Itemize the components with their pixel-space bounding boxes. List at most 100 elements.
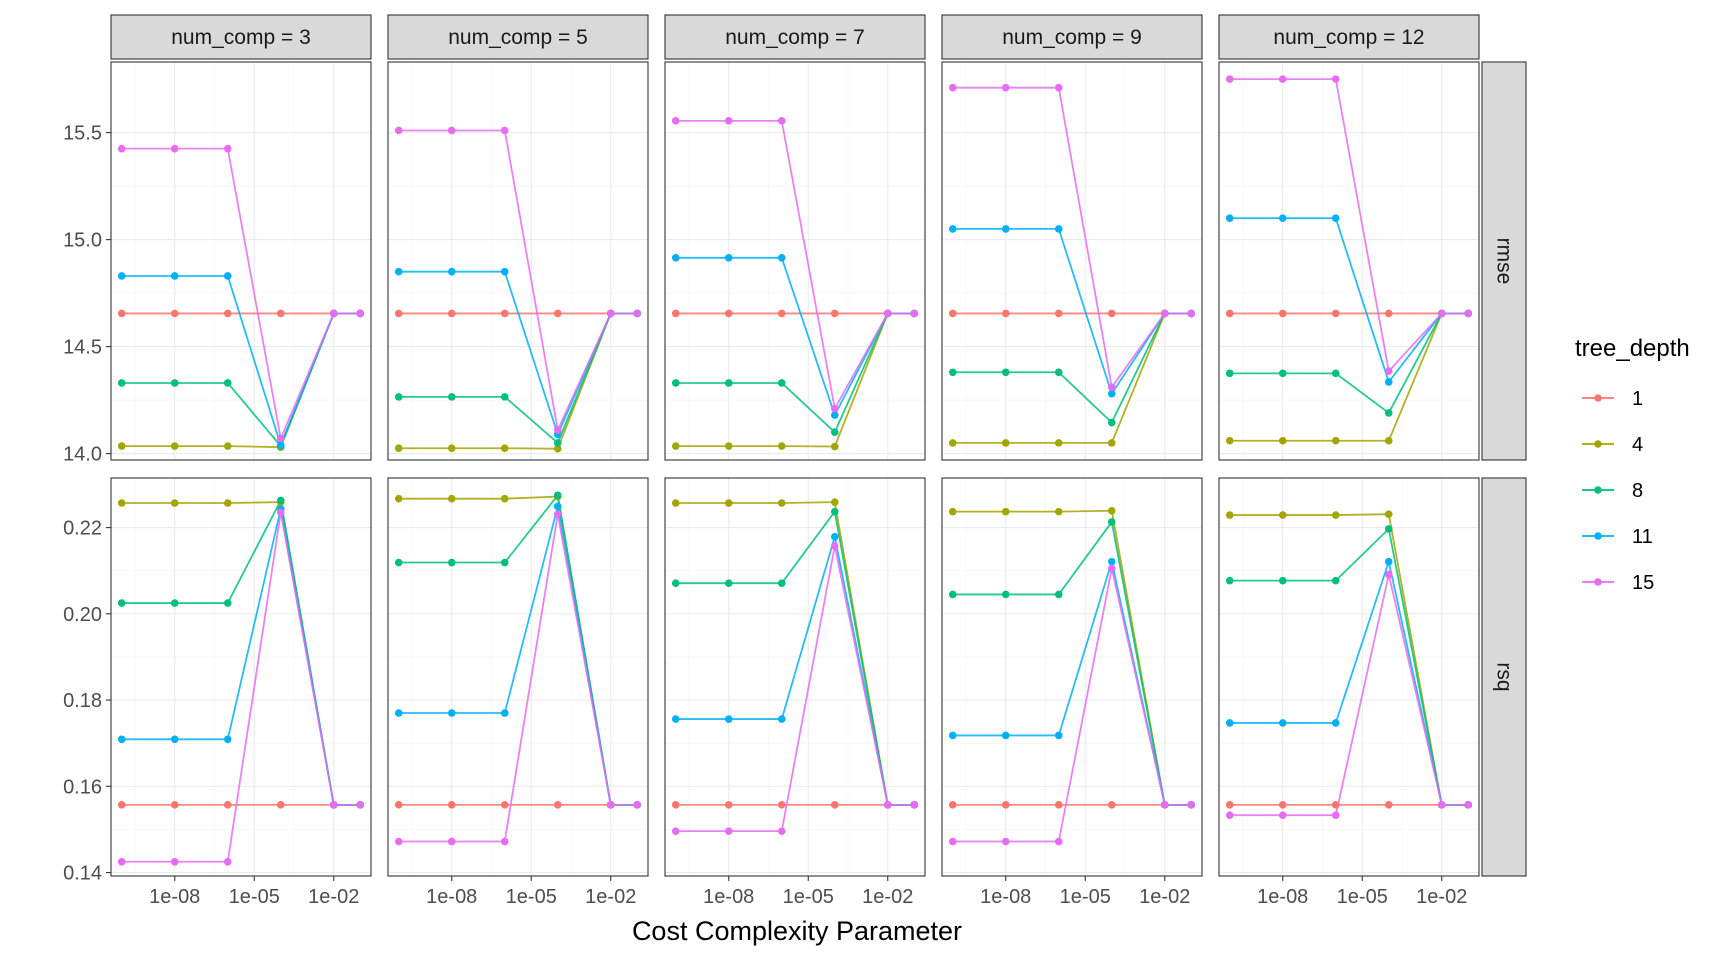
data-point-tree-depth-15 (1054, 83, 1063, 92)
data-point-tree-depth-15 (883, 801, 892, 809)
data-point-tree-depth-11 (553, 502, 562, 511)
data-point-tree-depth-15 (356, 309, 365, 318)
panel-rsq-3 (941, 477, 1203, 877)
data-point-tree-depth-4 (447, 444, 456, 453)
data-point-tree-depth-15 (910, 801, 919, 809)
data-point-tree-depth-11 (1331, 719, 1340, 727)
data-point-tree-depth-15 (671, 827, 680, 835)
data-point-tree-depth-4 (948, 439, 957, 447)
data-point-tree-depth-4 (830, 498, 839, 506)
data-point-tree-depth-11 (394, 267, 403, 276)
data-point-tree-depth-15 (117, 144, 126, 153)
data-point-tree-depth-4 (671, 499, 680, 507)
y-tick-label: 15.5 (63, 123, 102, 145)
data-point-tree-depth-8 (276, 496, 285, 505)
legend-key-point (1594, 440, 1602, 448)
data-point-tree-depth-15 (1464, 801, 1473, 809)
column-strip-0: num_comp = 3 (110, 14, 372, 60)
data-point-tree-depth-8 (1054, 368, 1063, 377)
data-point-tree-depth-1 (948, 309, 957, 318)
column-strip-3: num_comp = 9 (941, 14, 1203, 60)
data-point-tree-depth-4 (170, 442, 179, 450)
data-point-tree-depth-11 (1001, 225, 1010, 233)
column-strip-label: num_comp = 5 (448, 26, 588, 49)
data-point-tree-depth-15 (1107, 564, 1116, 573)
panel-background (665, 62, 925, 460)
row-strip-label: rmse (1493, 238, 1516, 285)
x-tick-label: 1e-05 (229, 886, 280, 908)
data-point-tree-depth-15 (1331, 75, 1340, 83)
legend-item-8: 8 (1582, 480, 1643, 502)
legend: tree_depth 1 4 8 11 15 (1575, 335, 1690, 594)
x-axis-title: Cost Complexity Parameter (632, 916, 962, 946)
legend-label: 8 (1632, 480, 1643, 502)
panel-border (1218, 477, 1480, 877)
data-point-tree-depth-11 (1278, 719, 1287, 727)
data-point-tree-depth-1 (1278, 309, 1287, 318)
data-point-tree-depth-15 (447, 837, 456, 846)
data-point-tree-depth-11 (1054, 225, 1063, 233)
data-point-tree-depth-1 (553, 801, 562, 809)
data-point-tree-depth-15 (329, 309, 338, 318)
data-point-tree-depth-8 (1384, 409, 1393, 417)
column-strip-2: num_comp = 7 (664, 14, 926, 60)
legend-title: tree_depth (1575, 335, 1690, 362)
data-point-tree-depth-8 (394, 393, 403, 401)
data-point-tree-depth-15 (1225, 811, 1234, 820)
data-point-tree-depth-15 (1107, 383, 1116, 392)
data-point-tree-depth-15 (276, 434, 285, 443)
data-point-tree-depth-1 (276, 309, 285, 318)
x-tick-label: 1e-08 (703, 886, 754, 908)
data-point-tree-depth-15 (1278, 811, 1287, 820)
data-point-tree-depth-11 (223, 272, 232, 280)
data-point-tree-depth-15 (1160, 309, 1169, 318)
series-line-tree-depth-15 (675, 119, 915, 412)
data-point-tree-depth-8 (394, 558, 403, 567)
panel-border (1218, 61, 1480, 461)
data-point-tree-depth-4 (1107, 439, 1116, 447)
data-point-tree-depth-1 (1225, 801, 1234, 809)
data-point-tree-depth-11 (1278, 214, 1287, 223)
data-point-tree-depth-1 (1054, 309, 1063, 318)
x-tick-label: 1e-08 (1257, 886, 1308, 908)
data-point-tree-depth-1 (1001, 801, 1010, 809)
panel-rmse-2 (664, 61, 926, 461)
y-tick-label: 14.0 (63, 444, 102, 466)
data-point-tree-depth-8 (447, 558, 456, 567)
data-point-tree-depth-4 (1278, 511, 1287, 519)
row-strip-background (1481, 477, 1527, 877)
data-point-tree-depth-8 (830, 428, 839, 436)
data-point-tree-depth-8 (948, 368, 957, 377)
row-strip-background (1481, 61, 1527, 461)
data-point-tree-depth-11 (500, 709, 509, 717)
data-point-tree-depth-8 (170, 599, 179, 607)
data-point-tree-depth-8 (1225, 576, 1234, 585)
data-point-tree-depth-1 (724, 309, 733, 318)
series-line-tree-depth-15 (675, 545, 915, 833)
data-point-tree-depth-8 (1054, 590, 1063, 599)
data-point-tree-depth-8 (1331, 576, 1340, 585)
data-point-tree-depth-11 (948, 731, 957, 740)
row-strip-label: rsq (1493, 662, 1516, 691)
data-point-tree-depth-8 (1225, 369, 1234, 378)
data-point-tree-depth-1 (1384, 309, 1393, 318)
data-point-tree-depth-15 (948, 837, 957, 846)
data-point-tree-depth-4 (1054, 507, 1063, 516)
data-point-tree-depth-4 (553, 444, 562, 453)
data-point-tree-depth-11 (724, 253, 733, 262)
legend-item-1: 1 (1582, 388, 1643, 410)
data-point-tree-depth-4 (1107, 506, 1116, 515)
data-point-tree-depth-11 (948, 225, 957, 233)
data-point-tree-depth-8 (1278, 369, 1287, 378)
column-strip-4: num_comp = 12 (1218, 14, 1480, 60)
data-point-tree-depth-1 (394, 309, 403, 318)
panel-rmse-1 (387, 61, 649, 461)
data-point-tree-depth-15 (777, 827, 786, 835)
data-point-tree-depth-4 (1278, 436, 1287, 445)
data-point-tree-depth-8 (170, 379, 179, 387)
data-point-tree-depth-15 (1384, 367, 1393, 375)
data-point-tree-depth-4 (117, 499, 126, 507)
x-tick-label: 1e-08 (149, 886, 200, 908)
data-point-tree-depth-15 (830, 542, 839, 550)
data-point-tree-depth-1 (223, 309, 232, 318)
